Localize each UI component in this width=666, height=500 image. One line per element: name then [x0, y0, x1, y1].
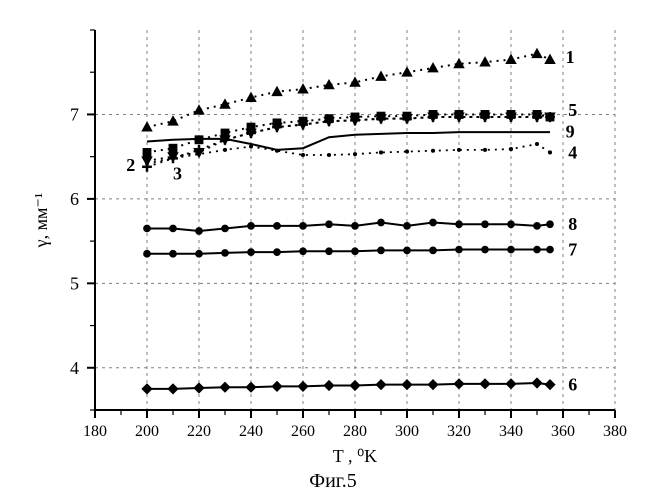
svg-text:7: 7: [70, 104, 79, 124]
svg-text:260: 260: [291, 423, 315, 440]
svg-text:2: 2: [126, 155, 135, 175]
svg-text:280: 280: [343, 423, 367, 440]
svg-text:5: 5: [568, 100, 577, 120]
svg-text:1: 1: [566, 47, 575, 67]
svg-text:180: 180: [83, 423, 107, 440]
svg-text:7: 7: [568, 240, 577, 260]
svg-text:240: 240: [239, 423, 263, 440]
chart-svg: 180 200 220 240 260 280 300 320 340 360 380 T , ⁰K 4…: [0, 0, 666, 500]
svg-text:200: 200: [135, 423, 159, 440]
svg-text:γ, мм⁻¹: γ, мм⁻¹: [31, 193, 51, 249]
svg-text:6: 6: [70, 189, 79, 209]
svg-text:4: 4: [568, 142, 577, 162]
svg-text:300: 300: [395, 423, 419, 440]
svg-text:360: 360: [551, 423, 575, 440]
svg-text:8: 8: [568, 214, 577, 234]
svg-text:340: 340: [499, 423, 523, 440]
svg-text:9: 9: [566, 121, 575, 141]
svg-text:3: 3: [173, 164, 182, 184]
svg-text:320: 320: [447, 423, 471, 440]
svg-text:4: 4: [70, 358, 79, 378]
svg-text:T , ⁰K: T , ⁰K: [333, 446, 377, 466]
svg-text:5: 5: [70, 273, 79, 293]
figure-caption: Фиг.5: [0, 470, 666, 493]
svg-text:380: 380: [603, 423, 627, 440]
svg-text:220: 220: [187, 423, 211, 440]
svg-text:6: 6: [568, 375, 577, 395]
